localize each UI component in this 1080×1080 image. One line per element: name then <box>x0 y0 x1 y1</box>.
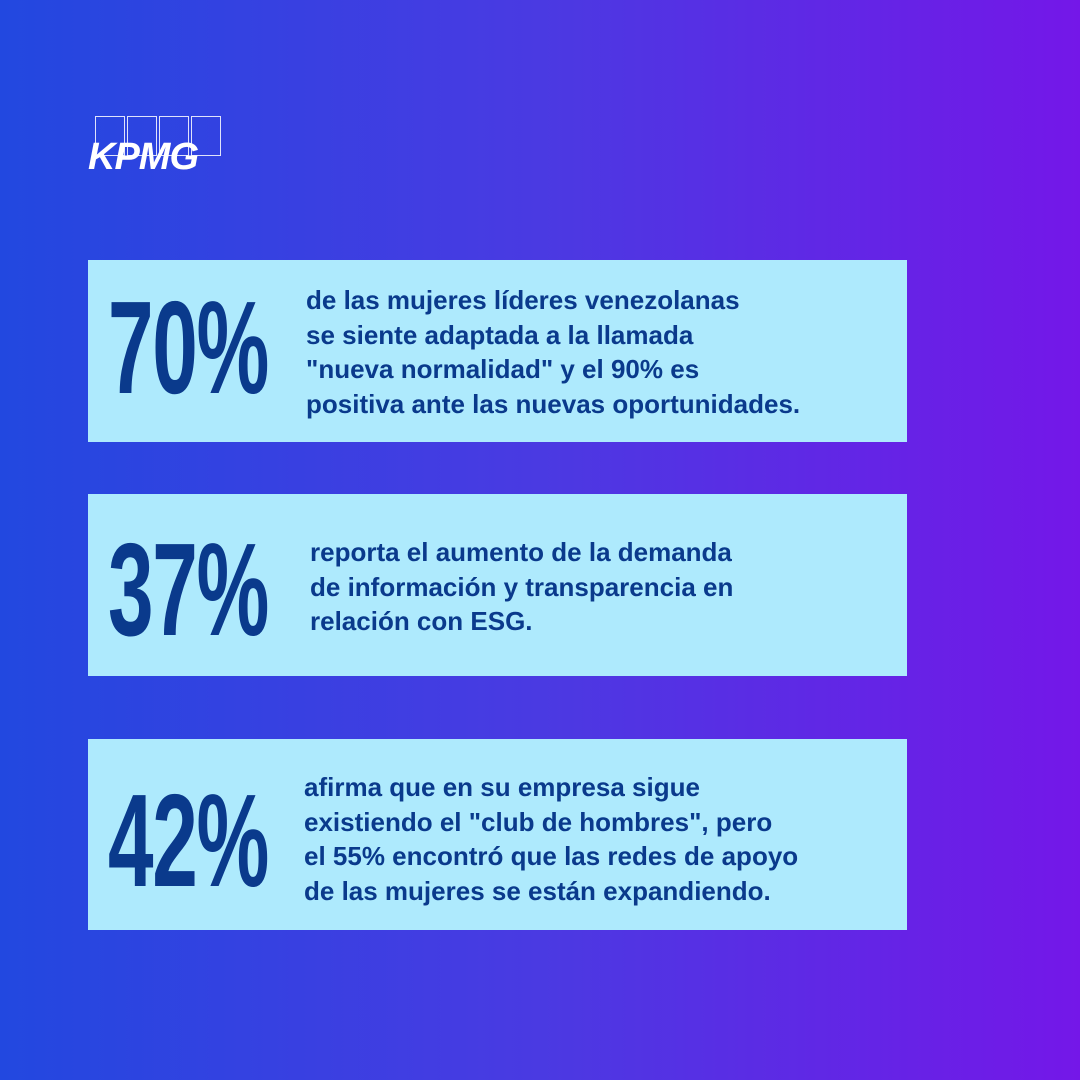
stat-value: 42% <box>108 767 269 914</box>
stat-value: 37% <box>108 516 269 663</box>
stat-description: de las mujeres líderes venezolanas se si… <box>306 285 801 419</box>
stat-value: 70% <box>108 274 269 421</box>
stat-description: afirma que en su empresa sigue existiend… <box>304 772 799 906</box>
stat-card-1: 70% de las mujeres líderes venezolanas s… <box>88 260 907 442</box>
stat-card-2: 37% reporta el aumento de la demanda de … <box>88 494 907 676</box>
logo-wordmark: KPMG <box>88 136 199 178</box>
logo-boxes <box>95 116 221 156</box>
stat-card-3: 42% afirma que en su empresa sigue exist… <box>88 739 907 930</box>
stat-description: reporta el aumento de la demanda de info… <box>310 537 734 636</box>
kpmg-logo: KPMG <box>88 116 228 176</box>
